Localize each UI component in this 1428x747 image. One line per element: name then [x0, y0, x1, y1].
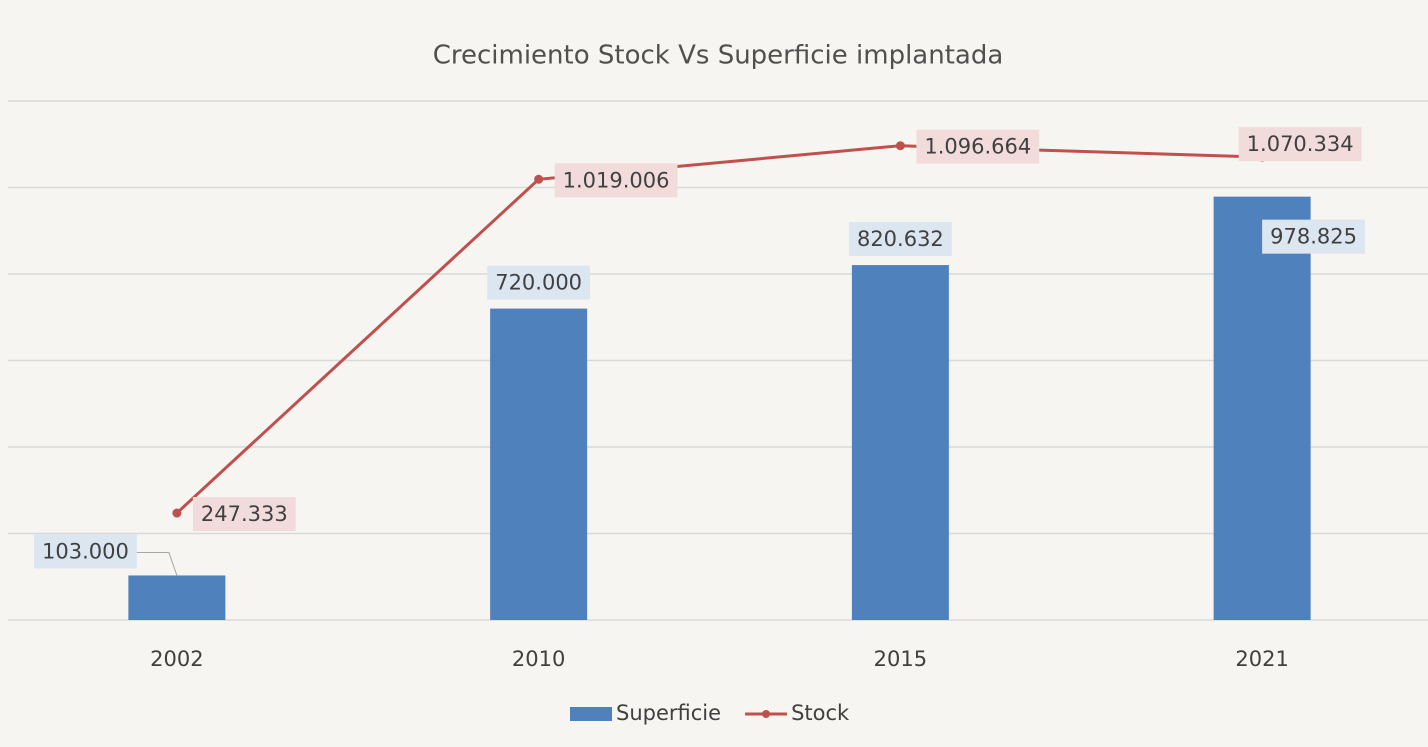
- data-label: 247.333: [192, 497, 296, 532]
- data-label-box: [1238, 127, 1362, 162]
- data-label-text: 247.333: [201, 502, 288, 526]
- data-label-box: [34, 534, 137, 569]
- data-label-text: 820.632: [857, 227, 944, 251]
- data-label-text: 1.070.334: [1247, 132, 1354, 156]
- data-label-text: 1.096.664: [924, 135, 1031, 159]
- bar: [1213, 196, 1311, 620]
- chart-title: Crecimiento Stock Vs Superficie implanta…: [433, 41, 1004, 71]
- data-label-box: [487, 265, 591, 300]
- bar: [851, 265, 949, 620]
- data-label-text: 720.000: [495, 271, 582, 295]
- leader-line: [136, 551, 178, 576]
- data-label: 1.096.664: [916, 129, 1040, 164]
- data-label: 978.825: [1262, 219, 1365, 254]
- legend-label: Superficie: [616, 701, 721, 725]
- bar: [128, 575, 226, 620]
- x-tick-label: 2010: [512, 647, 565, 671]
- data-label: 103.000: [34, 534, 137, 569]
- data-label-text: 978.825: [1270, 225, 1357, 249]
- data-label: 820.632: [848, 222, 952, 257]
- data-label-text: 103.000: [42, 539, 129, 563]
- data-label-text: 1.019.006: [563, 168, 670, 192]
- x-tick-label: 2002: [150, 647, 203, 671]
- legend-swatch: [762, 710, 771, 718]
- data-label: 720.000: [487, 265, 591, 300]
- data-label: 1.070.334: [1238, 127, 1362, 162]
- data-label-box: [192, 497, 296, 532]
- bar: [490, 308, 588, 620]
- line-point: [895, 141, 905, 151]
- line-point: [534, 174, 544, 184]
- data-label: 1.019.006: [554, 163, 678, 198]
- data-label-box: [1262, 219, 1365, 254]
- legend-label: Stock: [791, 701, 850, 725]
- x-tick-label: 2015: [874, 647, 927, 671]
- legend-swatch: [570, 707, 612, 721]
- data-label-box: [554, 163, 678, 198]
- line-point: [172, 508, 182, 518]
- line: [175, 144, 1263, 515]
- data-label-box: [916, 129, 1040, 164]
- data-label-box: [848, 222, 952, 257]
- x-tick-label: 2021: [1235, 647, 1288, 671]
